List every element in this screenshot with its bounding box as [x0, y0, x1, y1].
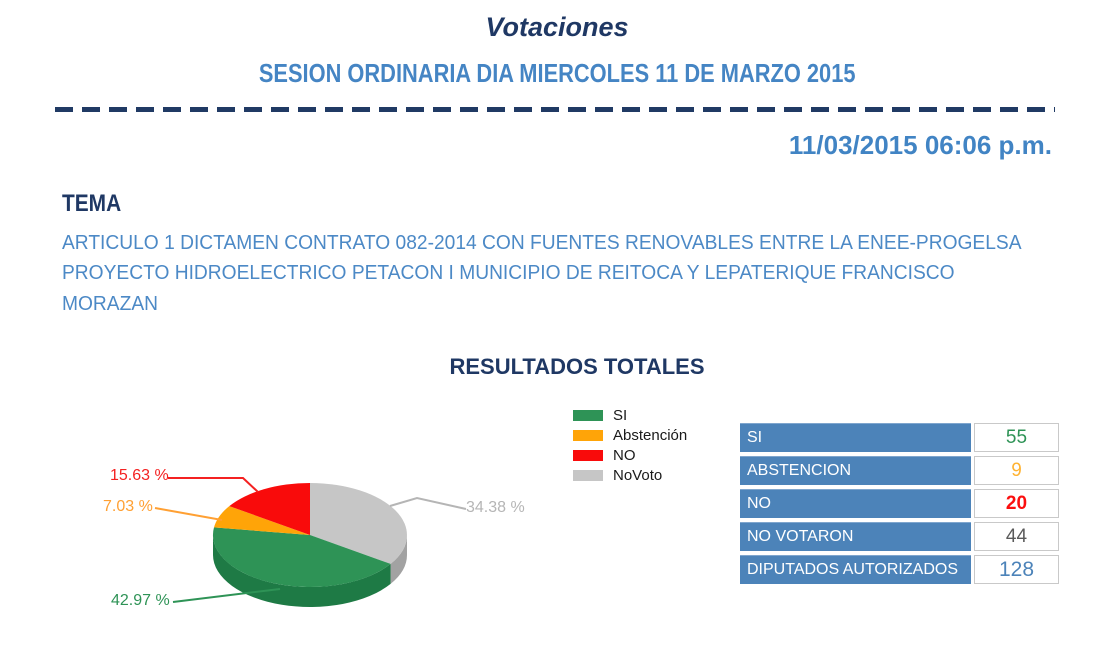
- legend-label: SI: [613, 406, 628, 424]
- table-row: NO 20: [740, 489, 1061, 518]
- tema-line: PROYECTO HIDROELECTRICO PETACON I MUNICI…: [62, 262, 955, 285]
- pie-chart-svg: [154, 477, 467, 607]
- legend-item: SI: [573, 405, 687, 425]
- row-value: 9: [974, 456, 1059, 485]
- legend-label: NoVoto: [613, 466, 663, 484]
- legend-item: NoVoto: [573, 465, 687, 485]
- leader-line-si: [172, 588, 281, 603]
- tema-text: ARTICULO 1 DICTAMEN CONTRATO 082-2014 CO…: [62, 228, 1022, 319]
- table-row: NO VOTARON 44: [740, 522, 1061, 551]
- pie-3d-slices: [212, 483, 407, 607]
- pie-chart: 15.63 % 7.03 % 42.97 % 34.38 %: [60, 440, 580, 655]
- row-label: NO: [740, 489, 971, 518]
- tema-heading: TEMA: [62, 190, 122, 217]
- row-value: 128: [974, 555, 1059, 584]
- results-table: SI 55 ABSTENCION 9 NO 20 NO VOTARON 44 D…: [740, 423, 1061, 588]
- leader-line-no: [168, 477, 259, 493]
- pie-legend: SI Abstención NO NoVoto: [573, 405, 687, 485]
- session-subtitle-text: SESION ORDINARIA DIA MIERCOLES 11 DE MAR…: [258, 58, 856, 88]
- legend-label: NO: [613, 446, 636, 464]
- tema-line: ARTICULO 1 DICTAMEN CONTRATO 082-2014 CO…: [62, 232, 1022, 254]
- legend-item: Abstención: [573, 425, 687, 445]
- pie-label-abstencion: 7.03 %: [103, 498, 153, 515]
- row-value: 20: [974, 489, 1059, 518]
- row-value: 44: [974, 522, 1059, 551]
- leader-line-novoto: [389, 496, 467, 510]
- dashed-divider: [55, 107, 1055, 112]
- legend-swatch-si: [573, 409, 603, 421]
- legend-swatch-abstencion: [573, 429, 603, 441]
- row-label: ABSTENCION: [740, 456, 971, 485]
- legend-swatch-novoto: [573, 469, 603, 481]
- legend-item: NO: [573, 445, 687, 465]
- row-value: 55: [974, 423, 1059, 452]
- row-label: SI: [740, 423, 971, 452]
- results-title: RESULTADOS TOTALES: [449, 354, 705, 379]
- leader-line-abstencion: [154, 507, 223, 521]
- pie-label-si: 42.97 %: [111, 592, 170, 609]
- table-row: DIPUTADOS AUTORIZADOS 128: [740, 555, 1061, 584]
- table-row: SI 55: [740, 423, 1061, 452]
- row-label: DIPUTADOS AUTORIZADOS: [740, 555, 971, 584]
- page-title: Votaciones: [485, 12, 629, 42]
- row-label: NO VOTARON: [740, 522, 971, 551]
- pie-label-novoto: 34.38 %: [466, 499, 525, 516]
- pie-label-no: 15.63 %: [110, 467, 169, 484]
- tema-line: MORAZAN: [62, 292, 158, 315]
- session-subtitle: SESION ORDINARIA DIA MIERCOLES 11 DE MAR…: [20, 58, 1094, 89]
- legend-label: Abstención: [613, 426, 688, 444]
- table-row: ABSTENCION 9: [740, 456, 1061, 485]
- session-timestamp: 11/03/2015 06:06 p.m.: [788, 130, 1052, 160]
- legend-swatch-no: [573, 449, 603, 461]
